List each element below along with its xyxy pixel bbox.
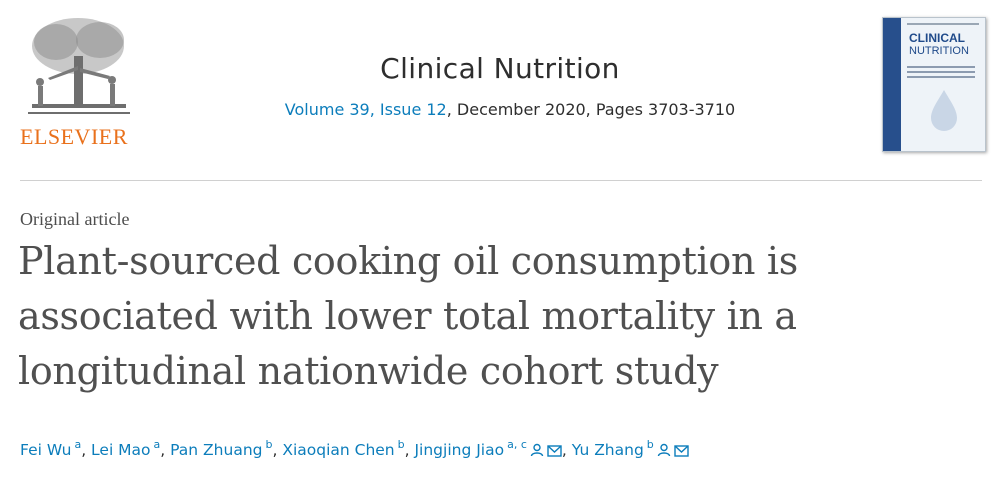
issue-details: , December 2020, Pages 3703-3710 <box>446 100 736 119</box>
journal-cover-image[interactable]: CLINICAL NUTRITION <box>882 17 986 152</box>
publisher-name: ELSEVIER <box>20 124 128 149</box>
author-name[interactable]: Yu Zhang <box>571 441 644 459</box>
cover-title-line1: CLINICAL <box>909 31 965 45</box>
author-affiliation[interactable]: a <box>153 438 161 451</box>
author-separator: , <box>561 441 572 459</box>
cover-title-line2: NUTRITION <box>909 45 969 57</box>
author-name[interactable]: Lei Mao <box>91 441 151 459</box>
author-name[interactable]: Fei Wu <box>20 441 72 459</box>
article-title: Plant-sourced cooking oil consumption is… <box>18 239 798 393</box>
person-icon[interactable] <box>530 443 544 461</box>
article-type-label: Original article <box>20 209 130 229</box>
header-divider <box>20 180 982 181</box>
cover-top-rule <box>907 23 979 25</box>
author-name[interactable]: Pan Zhuang <box>170 441 263 459</box>
author-affiliation[interactable]: a <box>74 438 82 451</box>
author-separator: , <box>272 441 283 459</box>
author-affiliation[interactable]: b <box>646 438 654 451</box>
email-icon[interactable] <box>547 443 562 461</box>
author-affiliation[interactable]: b <box>397 438 405 451</box>
email-icon[interactable] <box>674 443 689 461</box>
author-list: Fei Wu a, Lei Mao a, Pan Zhuang b, Xiaoqian… <box>20 438 689 461</box>
journal-title-link[interactable]: Clinical Nutrition <box>380 52 620 85</box>
elsevier-tree-logo[interactable] <box>18 16 140 154</box>
author-separator: , <box>404 441 415 459</box>
person-icon[interactable] <box>657 443 671 461</box>
cover-drop-graphic <box>931 90 957 131</box>
issue-line: Volume 39, Issue 12, December 2020, Page… <box>0 100 1000 119</box>
author-separator: , <box>160 441 171 459</box>
cover-title: CLINICAL NUTRITION <box>909 32 969 57</box>
author-name[interactable]: Xiaoqian Chen <box>282 441 395 459</box>
author-affiliation[interactable]: b <box>265 438 273 451</box>
cover-text-lines <box>907 66 975 81</box>
cover-band <box>883 18 901 151</box>
volume-issue-link[interactable]: Volume 39, Issue 12 <box>284 100 447 119</box>
author-separator: , <box>81 441 92 459</box>
author-affiliation[interactable]: a, c <box>507 438 527 451</box>
journal-title[interactable]: Clinical Nutrition <box>0 52 1000 85</box>
author-name[interactable]: Jingjing Jiao <box>414 441 505 459</box>
